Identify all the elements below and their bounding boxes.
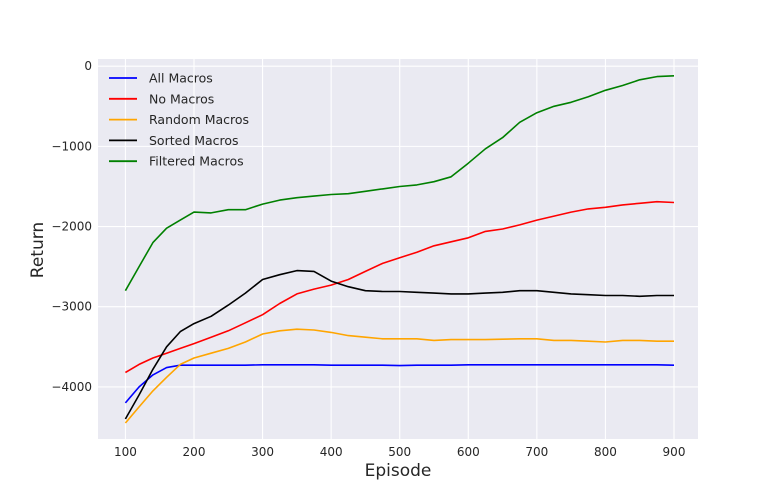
x-tick-label: 100 [114,445,137,459]
x-tick-label: 900 [663,445,686,459]
y-tick-label: −4000 [51,380,92,394]
series-line-filtered-macros [124,75,675,292]
x-tick-label: 400 [320,445,343,459]
series-line-sorted-macros [124,269,674,420]
legend: All Macros No Macros Random Macros Sorted M… [109,71,249,169]
y-tick-label: 0 [84,59,92,73]
legend-label: Filtered Macros [149,154,244,169]
legend-label: All Macros [149,71,213,86]
series-line-all-macros [124,363,675,404]
legend-label: No Macros [149,91,214,106]
y-tick-label: −2000 [51,220,92,234]
legend-label: Random Macros [149,112,249,127]
x-axis-label: Episode [365,461,432,481]
y-tick-label: −1000 [51,139,92,153]
y-tick-labels: 0 −1000 −2000 −3000 −4000 [51,59,92,394]
x-tick-label: 200 [183,445,206,459]
legend-label: Sorted Macros [149,133,239,148]
x-tick-label: 500 [388,445,411,459]
x-tick-label: 300 [251,445,274,459]
x-tick-label: 700 [525,445,548,459]
y-axis-label: Return [28,222,48,278]
y-tick-label: −3000 [51,300,92,314]
plot-background [98,59,698,439]
x-tick-label: 800 [594,445,617,459]
series-line-random-macros [124,328,674,424]
series-line-no-macros [124,200,675,374]
x-tick-label: 600 [457,445,480,459]
series-lines [124,75,675,424]
grid-lines [98,59,698,439]
x-tick-labels: 100 200 300 400 500 600 700 800 900 [114,445,685,459]
